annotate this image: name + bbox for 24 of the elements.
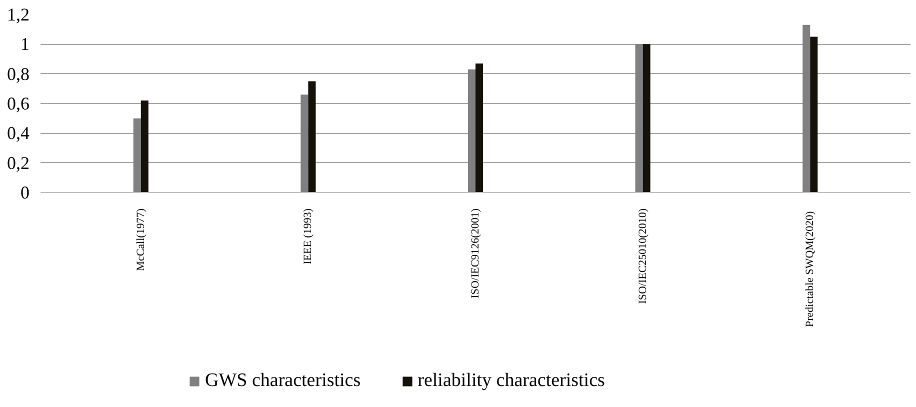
bar bbox=[308, 81, 316, 192]
x-tick-label: IEEE (1993) bbox=[302, 208, 314, 264]
y-tick-label: 1 bbox=[20, 34, 30, 54]
y-tick-label: 0,4 bbox=[7, 123, 30, 144]
bar bbox=[642, 44, 650, 192]
y-tick-label: 0,2 bbox=[7, 152, 30, 173]
legend-label: reliability characteristics bbox=[418, 370, 605, 392]
bar bbox=[300, 94, 308, 192]
y-tick-label: 1,2 bbox=[7, 4, 30, 24]
x-tick-label: McCall(1977) bbox=[134, 208, 147, 271]
bar bbox=[476, 63, 484, 192]
y-tick-label: 0 bbox=[20, 182, 30, 202]
y-tick-label: 0,8 bbox=[7, 64, 30, 84]
bar bbox=[802, 24, 810, 192]
x-tick-label: ISO/IEC25010(2010) bbox=[636, 208, 649, 304]
bar bbox=[468, 69, 476, 192]
bar bbox=[133, 118, 141, 192]
y-tick-label: 0,6 bbox=[7, 94, 30, 114]
bar bbox=[140, 100, 148, 192]
bar bbox=[810, 36, 818, 192]
x-tick-label: Predictable SWQM(2020) bbox=[804, 210, 816, 328]
x-tick-label: ISO/IEC9126(2001) bbox=[470, 208, 482, 298]
bar bbox=[635, 44, 643, 192]
legend-label: GWS characteristics bbox=[205, 370, 361, 392]
